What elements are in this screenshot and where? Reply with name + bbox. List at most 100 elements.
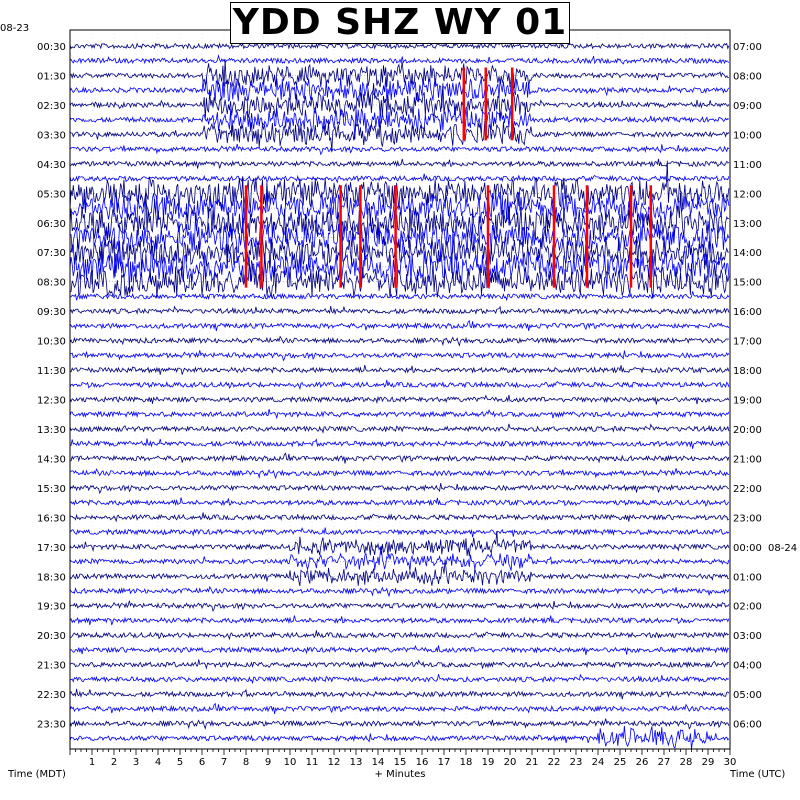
left-time-label: 22:30	[37, 690, 66, 701]
right-time-label: 20:00	[733, 425, 762, 436]
x-tick-label: 20	[504, 757, 517, 768]
seismic-trace	[69, 253, 730, 299]
seismic-trace	[69, 335, 729, 347]
right-time-label: 04:00	[733, 661, 762, 672]
right-time-label: 05:00	[733, 690, 762, 701]
x-tick-label: 28	[680, 757, 693, 768]
seismic-trace	[69, 379, 730, 390]
x-tick-label: 19	[482, 757, 495, 768]
x-tick-label: 23	[570, 757, 583, 768]
seismic-trace	[69, 585, 730, 598]
right-time-labels: 07:00 08:00 09:00 10:00 11:00 12:00 13:00 14:00…	[733, 42, 797, 731]
right-time-label: 22:00	[733, 484, 762, 495]
right-time-label: 03:00	[733, 631, 762, 642]
left-time-label: 09:30	[37, 307, 66, 318]
left-time-label: 11:30	[37, 366, 66, 377]
x-tick-label: 15	[394, 757, 407, 768]
x-tick-label: 8	[243, 757, 249, 768]
x-axis-label: + Minutes	[375, 769, 426, 780]
right-time-label: 21:00	[733, 454, 762, 465]
x-tick-label: 9	[265, 757, 271, 768]
left-time-label: 03:30	[37, 130, 66, 141]
seismic-trace	[69, 144, 730, 156]
left-time-labels: 00:30 01:30 02:30 03:30 04:30 05:30 06:30 07:30…	[37, 42, 66, 731]
right-time-label: 00:00	[733, 543, 762, 554]
seismic-trace	[69, 527, 730, 538]
seismic-trace	[69, 188, 730, 249]
right-time-label: 14:00	[733, 248, 762, 259]
left-time-label: 13:30	[37, 425, 66, 436]
left-time-label: 17:30	[37, 543, 66, 554]
chart-title-box: YDD SHZ WY 01	[230, 2, 570, 44]
x-tick-label: 11	[306, 757, 319, 768]
x-tick-label: 1	[89, 757, 95, 768]
seismic-trace	[69, 644, 730, 656]
x-tick-label: 17	[438, 757, 451, 768]
right-time-label: 18:00	[733, 366, 762, 377]
seismic-trace	[69, 702, 730, 714]
right-time-label: 15:00	[733, 278, 762, 289]
left-time-label: 21:30	[37, 661, 66, 672]
x-tick-label: 2	[111, 757, 117, 768]
seismic-trace	[69, 483, 730, 495]
seismic-trace	[69, 630, 730, 641]
seismic-trace	[69, 688, 730, 700]
left-time-label: 16:30	[37, 513, 66, 524]
seismic-trace	[69, 59, 730, 89]
seismic-trace	[69, 365, 730, 375]
right-time-label: 11:00	[733, 160, 762, 171]
x-tick-label: 14	[372, 757, 385, 768]
seismic-trace	[69, 718, 730, 730]
x-tick-label: 30	[724, 757, 737, 768]
left-time-label: 23:30	[37, 720, 66, 731]
seismic-trace	[69, 423, 730, 434]
right-time-label: 16:00	[733, 307, 762, 318]
seismic-trace	[69, 394, 730, 405]
left-time-label: 07:30	[37, 248, 66, 259]
right-time-label: 23:00	[733, 513, 762, 524]
seismic-trace	[69, 725, 730, 750]
clipped-marks	[244, 67, 653, 288]
seismic-trace	[69, 350, 730, 362]
x-tick-label: 5	[177, 757, 183, 768]
seismic-trace	[69, 531, 730, 557]
right-time-label: 06:00	[733, 720, 762, 731]
right-time-label: 01:00	[733, 572, 762, 583]
right-time-label: 02:00	[733, 602, 762, 613]
left-time-label: 00:30	[37, 42, 66, 53]
left-axis-label: Time (MDT)	[7, 769, 66, 780]
seismic-trace	[69, 160, 730, 211]
seismic-trace	[69, 319, 730, 332]
seismic-trace	[69, 600, 730, 612]
left-time-label: 05:30	[37, 189, 66, 200]
left-time-label: 18:30	[37, 572, 66, 583]
right-date-change-label: 08-24	[768, 543, 797, 554]
seismic-trace	[69, 54, 730, 65]
x-tick-label: 12	[328, 757, 341, 768]
x-tick-label: 6	[199, 757, 205, 768]
seismic-trace	[69, 512, 730, 523]
right-time-label: 08:00	[733, 71, 762, 82]
start-date-label: 08-23	[0, 23, 29, 34]
seismic-trace	[69, 409, 730, 420]
seismic-trace	[69, 236, 730, 292]
left-time-label: 06:30	[37, 219, 66, 230]
x-axis-ticks: 1 2 3 4 5 6 7 8 9 10 11 12 13 14 15 16 17 18 19 20 21 22 23 24 2…	[69, 749, 737, 768]
left-time-label: 01:30	[37, 71, 66, 82]
chart-title: YDD SHZ WY 01	[232, 2, 568, 43]
seismic-trace	[69, 305, 730, 316]
seismic-trace	[69, 190, 730, 228]
seismic-trace	[69, 158, 730, 169]
right-time-label: 12:00	[733, 189, 762, 200]
x-tick-label: 26	[636, 757, 649, 768]
x-tick-label: 22	[548, 757, 561, 768]
x-tick-label: 4	[155, 757, 161, 768]
seismic-trace	[69, 545, 730, 571]
right-time-label: 09:00	[733, 101, 762, 112]
seismic-trace	[69, 497, 730, 507]
x-tick-label: 18	[460, 757, 473, 768]
left-time-label: 10:30	[37, 337, 66, 348]
seismic-trace	[69, 615, 730, 626]
left-time-label: 15:30	[37, 484, 66, 495]
